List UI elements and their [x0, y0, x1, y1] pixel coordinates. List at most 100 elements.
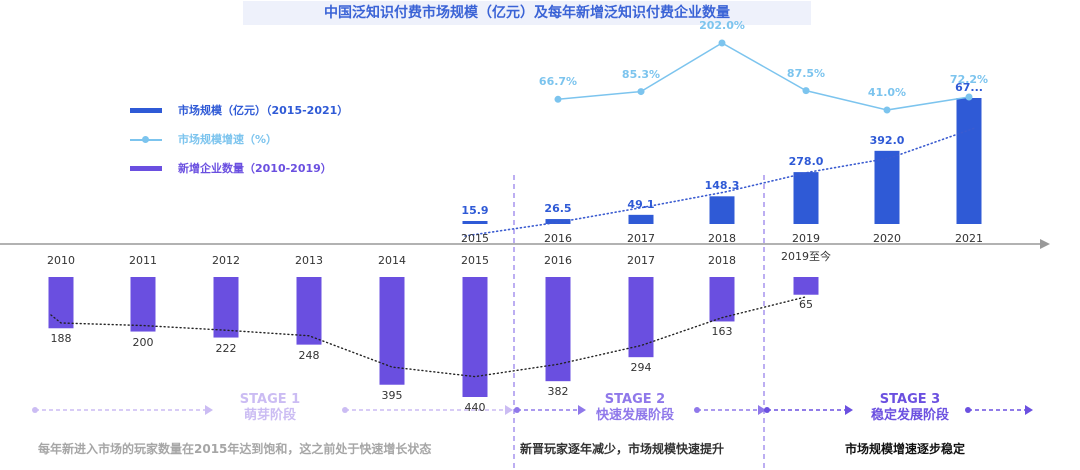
market-size-bar — [545, 219, 571, 224]
growth-point — [718, 39, 726, 47]
growth-point — [554, 95, 562, 103]
growth-value-label: 66.7% — [538, 75, 578, 89]
lower-year-label: 2014 — [378, 254, 406, 267]
lower-year-label: 2015 — [461, 254, 489, 267]
lower-year-label: 2017 — [627, 254, 655, 267]
stage-1-arrow-dot — [32, 407, 38, 413]
stage-2-arrowhead — [758, 405, 766, 415]
new-company-bar — [296, 277, 322, 345]
stage-1-label: STAGE 1 萌芽阶段 — [205, 392, 335, 424]
new-company-value-label: 65 — [799, 298, 813, 311]
legend-label-market: 市场规模（亿元）（2015-2021） — [178, 104, 349, 117]
new-company-value-label: 440 — [464, 401, 486, 414]
lower-year-label: 2016 — [544, 254, 572, 267]
growth-value-label: 202.0% — [699, 19, 745, 32]
upper-year-label: 2018 — [708, 232, 736, 245]
new-company-bar — [793, 277, 819, 295]
stage-1-subtitle: 萌芽阶段 — [243, 408, 296, 423]
upper-year-label: 2017 — [627, 232, 655, 245]
new-company-trendline — [50, 296, 807, 378]
title-background — [243, 1, 811, 25]
growth-value-label: 41.0% — [867, 86, 907, 99]
market-size-value-label: 26.5 — [544, 202, 572, 216]
legend-label-new: 新增企业数量（2010-2019） — [178, 162, 332, 175]
new-company-value-label: 163 — [711, 325, 733, 339]
upper-year-label: 2020 — [873, 232, 901, 245]
market-size-value-label: 392.0 — [869, 133, 905, 147]
legend-swatch-market — [130, 108, 162, 113]
upper-year-label: 2015 — [461, 232, 489, 245]
lower-year-label: 2011 — [129, 254, 157, 267]
market-size-value-label: 67... — [955, 81, 983, 94]
stage-3-arrow-dot — [764, 407, 770, 413]
stage-1-caption: 每年新进入市场的玩家数量在2015年达到饱和，这之前处于快速增长状态 — [38, 442, 432, 456]
chart-title: 中国泛知识付费市场规模（亿元）及每年新增泛知识付费企业数量 — [324, 5, 730, 21]
stage-2-label: STAGE 2 快速发展阶段 — [570, 392, 700, 424]
stage-3-arrow-dot — [965, 407, 971, 413]
lower-year-label: 2012 — [212, 254, 240, 267]
growth-value-label: 72.2% — [949, 73, 989, 87]
upper-year-label: 2021 — [955, 232, 983, 245]
new-company-bar — [628, 277, 654, 358]
lower-year-label: 2019至今 — [781, 250, 831, 263]
lower-year-label: 2010 — [47, 254, 75, 267]
market-size-bar — [793, 172, 819, 224]
new-company-bar — [462, 277, 488, 397]
new-company-bar — [379, 277, 405, 385]
stage-2-arrow-dot — [514, 407, 520, 413]
market-size-trendline — [464, 127, 976, 237]
new-company-value-label: 248 — [298, 348, 320, 362]
new-company-value-label: 395 — [381, 388, 403, 402]
upper-year-label: 2019 — [792, 232, 820, 245]
new-company-bar — [130, 277, 156, 332]
stage-2-subtitle: 快速发展阶段 — [595, 408, 674, 423]
growth-value-label: 87.5% — [786, 66, 826, 80]
stage-1-arrowhead — [505, 405, 513, 415]
stage-1-title: STAGE 1 — [239, 392, 301, 407]
stage-2-title: STAGE 2 — [604, 392, 666, 407]
stage-2-arrowhead — [578, 405, 586, 415]
new-company-bar — [213, 277, 239, 338]
growth-point — [965, 93, 973, 101]
market-size-value-label: 15.9 — [461, 204, 489, 217]
growth-line — [557, 42, 970, 111]
new-company-value-label: 200 — [132, 335, 154, 349]
x-axis-arrow — [1040, 239, 1050, 249]
stage-3-subtitle: 稳定发展阶段 — [870, 408, 949, 423]
legend-label-growth: 市场规模增速（%） — [178, 133, 278, 146]
new-company-value-label: 382 — [547, 385, 569, 399]
new-company-value-label: 188 — [50, 332, 72, 346]
stage-1-arrowhead — [205, 405, 213, 415]
growth-point — [802, 87, 810, 95]
growth-point — [637, 88, 645, 96]
new-company-bar — [48, 277, 74, 329]
stage-3-title: STAGE 3 — [879, 392, 941, 407]
stage-2-caption: 新晋玩家逐年减少，市场规模快速提升 — [520, 442, 725, 456]
growth-value-label: 85.3% — [621, 67, 661, 81]
lower-year-label: 2013 — [295, 254, 323, 267]
stage-3-arrowhead — [1025, 405, 1033, 415]
stage-1-arrow-dot — [342, 407, 348, 413]
market-size-bar — [462, 221, 488, 224]
market-size-bar — [709, 196, 735, 224]
legend-swatch-new — [130, 166, 162, 171]
stage-2-arrow-dot — [694, 407, 700, 413]
new-company-bar — [709, 277, 735, 322]
new-company-value-label: 294 — [630, 361, 652, 375]
market-size-bar — [628, 214, 654, 224]
lower-year-label: 2018 — [708, 254, 736, 267]
growth-point — [883, 106, 891, 114]
legend-swatch-growth-dot — [142, 136, 149, 143]
stage-3-caption: 市场规模增速逐步稳定 — [845, 442, 966, 456]
stage-3-arrowhead — [845, 405, 853, 415]
market-size-value-label: 148.3 — [704, 179, 740, 193]
market-size-bar — [956, 98, 982, 224]
new-company-value-label: 222 — [215, 341, 237, 355]
market-size-value-label: 278.0 — [788, 155, 824, 169]
upper-year-label: 2016 — [544, 232, 572, 245]
market-size-bar — [874, 150, 900, 224]
stage-3-label: STAGE 3 稳定发展阶段 — [845, 392, 975, 424]
market-size-value-label: 49.1 — [627, 197, 655, 211]
